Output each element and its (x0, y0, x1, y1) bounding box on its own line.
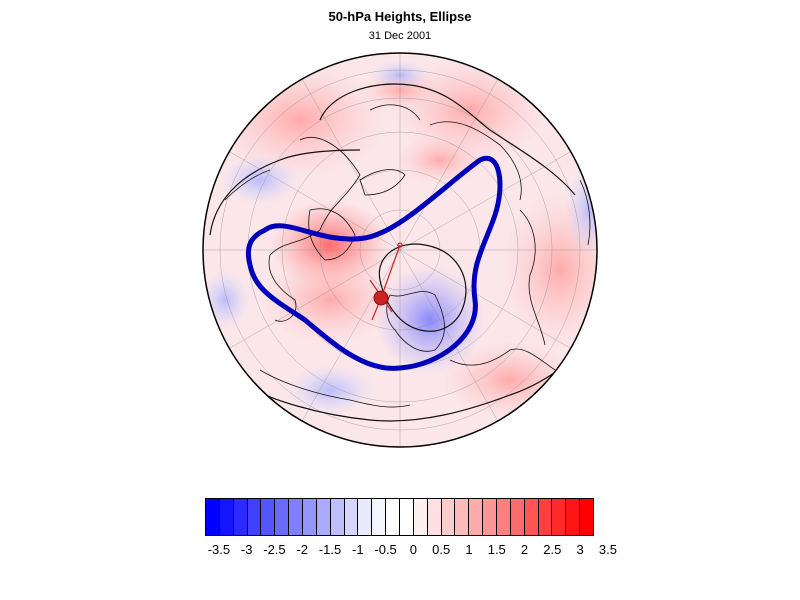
colorbar-cell (510, 499, 525, 535)
colorbar-tick-label: -1.5 (318, 542, 342, 557)
colorbar-cell (289, 499, 304, 535)
height-contours (209, 83, 591, 422)
colorbar-cell (441, 499, 456, 535)
colorbar-cell (358, 499, 373, 535)
vortex-center-marker (373, 290, 389, 306)
colorbar-cell (247, 499, 262, 535)
colorbar-tick-label: -1 (352, 542, 364, 557)
colorbar-cell (219, 499, 234, 535)
globe-outline (202, 52, 598, 448)
colorbar-cell (233, 499, 248, 535)
colorbar-cell (413, 499, 428, 535)
colorbar-tick-label: 0.5 (432, 542, 451, 557)
colorbar-tick-label: 3 (576, 542, 584, 557)
colorbar-cell (566, 499, 581, 535)
colorbar-cell (469, 499, 484, 535)
map-title: 50-hPa Heights, Ellipse (328, 9, 472, 24)
graticule (203, 53, 597, 447)
colorbar-labels: -3.5 -3 -2.5 -2 -1.5 -1 -0.5 0 0.5 1 1.5 2 2.5 3 3.5 (205, 542, 617, 560)
colorbar-cell (455, 499, 470, 535)
colorbar-tick-label: 0 (409, 542, 418, 557)
coastlines (224, 104, 591, 408)
colorbar-tick-label: -3 (240, 542, 253, 557)
vortex-ellipse (245, 155, 503, 371)
colorbar-tick-label: -0.5 (374, 542, 397, 557)
colorbar-tick-label: 1 (465, 542, 473, 557)
colorbar-cell (261, 499, 276, 535)
colorbar-cell (206, 499, 220, 535)
colorbar-cell (303, 499, 317, 535)
colorbar-cell (386, 499, 401, 535)
colorbar-tick-label: -2.5 (263, 542, 286, 557)
colorbar-tick-label: -2 (296, 542, 309, 557)
map-date: 31 Dec 2001 (368, 30, 432, 42)
colorbar-cell (372, 499, 387, 535)
colorbar-cell (344, 499, 359, 535)
colorbar-cell (580, 499, 594, 535)
colorbar-tick-label: 2 (520, 542, 529, 557)
anomaly-shading (203, 53, 597, 447)
colorbar-cell (552, 499, 567, 535)
colorbar-cell (427, 499, 442, 535)
colorbar-tick-label: 2.5 (543, 542, 562, 557)
colorbar (205, 498, 594, 536)
colorbar-tick-label: 1.5 (487, 542, 506, 557)
colorbar-cell (538, 499, 553, 535)
colorbar-cell (275, 499, 290, 535)
colorbar-tick-label: -3.5 (207, 542, 231, 557)
colorbar-cell (330, 499, 345, 535)
colorbar-cell (497, 499, 511, 535)
colorbar-cell (316, 499, 331, 535)
colorbar-cell (524, 499, 539, 535)
colorbar-tick-label: 3.5 (598, 542, 617, 557)
colorbar-cell (483, 499, 498, 535)
colorbar-cell (400, 499, 414, 535)
